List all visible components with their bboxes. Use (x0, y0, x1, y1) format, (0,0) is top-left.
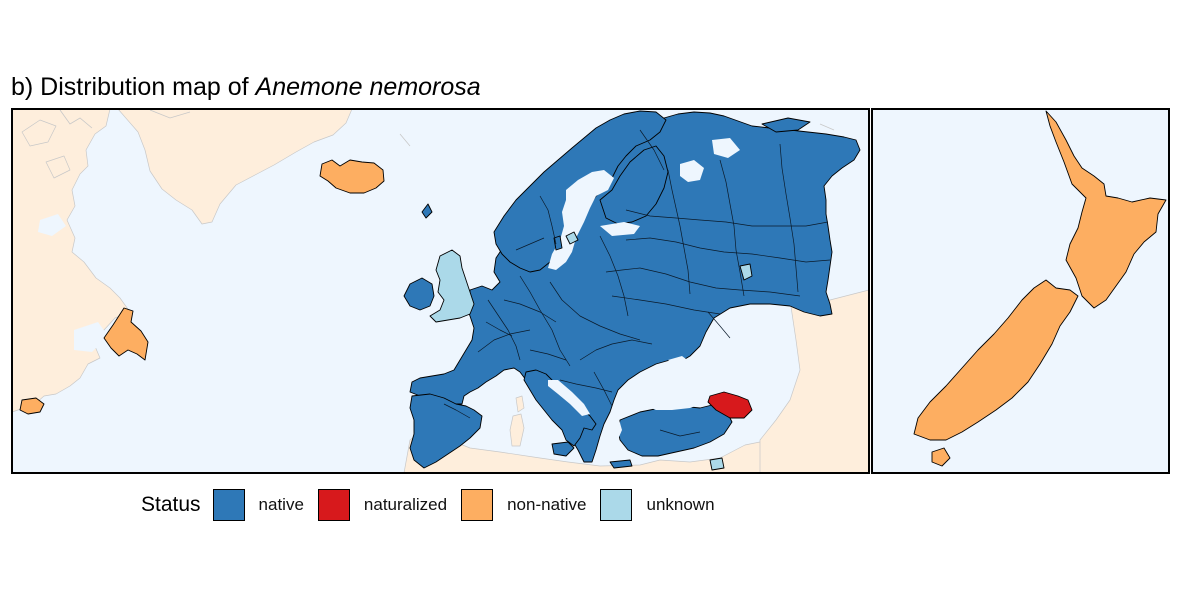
adriatic-sea (548, 380, 590, 416)
europe-panel-frame (11, 108, 870, 474)
georgia-region (707, 391, 753, 419)
legend-title: Status (141, 493, 201, 516)
nz-ocean-background (872, 109, 1169, 473)
iberia-region (409, 393, 483, 469)
gulf-of-st-lawrence (74, 322, 108, 352)
greenland-region (117, 109, 353, 225)
legend-label-naturalized: naturalized (363, 495, 448, 514)
title-prefix: b) Distribution map of (11, 73, 256, 101)
black-sea (634, 364, 724, 410)
nz-panel-frame (871, 108, 1170, 474)
volga-region (739, 263, 753, 281)
aland-region (565, 231, 579, 245)
legend-swatch-native (212, 489, 245, 521)
legend-item-naturalized: naturalized (317, 489, 448, 521)
legend-swatch-naturalized (317, 489, 350, 521)
map-title: b) Distribution map of Anemone nemorosa (11, 73, 481, 102)
hudson-strait (38, 214, 66, 236)
south-island-region (913, 279, 1079, 441)
legend-label-native: native (258, 495, 304, 514)
aegean-sea (608, 416, 622, 444)
iceland-region (319, 159, 385, 194)
novaya-zemlya (761, 117, 811, 133)
legend-label-unknown: unknown (646, 495, 715, 514)
white-sea (680, 160, 704, 182)
new-zealand-panel (871, 108, 1170, 474)
sea-of-azov (668, 356, 690, 368)
sardinia-region (509, 413, 525, 447)
newfoundland-region (103, 307, 149, 361)
north-island-region (1045, 110, 1167, 309)
baltic-sea (548, 170, 614, 270)
ireland-region (403, 277, 435, 311)
status-legend: Status native naturalized non-native unk… (141, 487, 729, 523)
barents-inlet (712, 138, 740, 158)
cyprus-region (709, 457, 725, 471)
legend-swatch-unknown (600, 489, 633, 521)
north-america-region (12, 109, 131, 413)
coastline-hints (59, 109, 835, 147)
legend-item-non-native: non-native (461, 489, 586, 521)
gotland-island (553, 235, 563, 251)
europe-panel (11, 108, 870, 474)
gulf-of-finland (600, 222, 640, 236)
caspian-sea (750, 350, 778, 438)
legend-item-unknown: unknown (600, 489, 715, 521)
legend-swatch-non-native (461, 489, 494, 521)
middle-east-region (759, 289, 869, 473)
massachusetts-region (19, 397, 45, 415)
stewart-island-region (931, 447, 951, 467)
legend-item-native: native (212, 489, 304, 521)
country-borders (443, 129, 831, 437)
great-britain-region (429, 249, 475, 323)
crete-island (609, 459, 633, 469)
legend-label-non-native: non-native (507, 495, 587, 514)
shetland-islands (421, 203, 433, 219)
canada-island-b (45, 155, 71, 179)
corsica-region (515, 395, 525, 413)
sicily-region (551, 441, 575, 457)
canada-island-a (21, 119, 57, 147)
title-species: Anemone nemorosa (255, 73, 481, 101)
